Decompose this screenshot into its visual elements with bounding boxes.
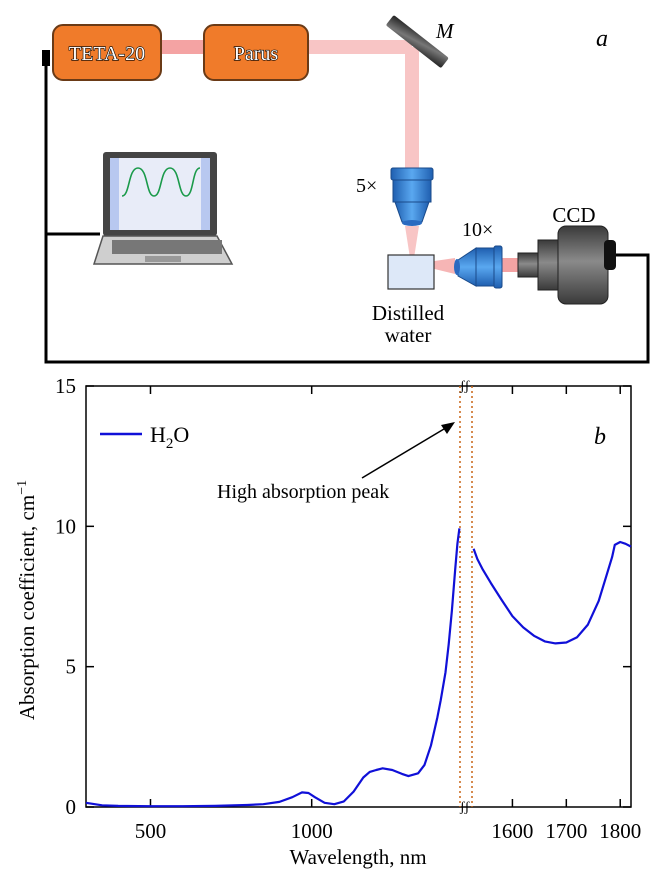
plot-frame: [85, 385, 632, 808]
x-tick-label: 1700: [545, 819, 587, 843]
break-mark-bottom: ʃʃ: [459, 800, 470, 815]
mirror-label: M: [435, 19, 455, 43]
y-tick-label: 15: [55, 374, 76, 398]
beam-2: [306, 40, 412, 54]
x-tick-label: 500: [135, 819, 167, 843]
sample-label-2: water: [385, 323, 432, 347]
x-tick-label: 1000: [291, 819, 333, 843]
laser-label: TETA-20: [69, 43, 145, 65]
obj2-label: 10×: [462, 219, 493, 241]
y-tick-label: 10: [55, 514, 76, 538]
x-tick-label: 1600: [491, 819, 533, 843]
annotation-text: High absorption peak: [217, 481, 389, 503]
y-ticks: 0 5 10 15: [55, 374, 631, 819]
series-line-right: [472, 540, 632, 645]
x-axis-title: Wavelength, nm: [289, 845, 426, 869]
series-line-left: [85, 528, 461, 808]
beam-6: [497, 258, 521, 272]
annotation-arrow: [361, 425, 450, 479]
ccd-camera-icon: [517, 225, 616, 305]
y-tick-label: 5: [66, 655, 77, 679]
panel-b-chart: ʃʃ ʃʃ 0 5 10 15 500 1000 1600 1700 1800 H2O b H…: [15, 374, 641, 869]
y-axis-title: Absorption coefficient, cm−1: [15, 480, 39, 720]
objective-lens-icon: [454, 245, 503, 289]
panel-a-setup: TETA-20 Parus M a 5× Distilled: [42, 15, 650, 364]
obj1-label: 5×: [356, 175, 377, 197]
mirror-icon: [386, 15, 449, 68]
beam-3: [405, 47, 419, 169]
amplifier-box: [203, 24, 309, 81]
amplifier-label: Parus: [234, 43, 279, 65]
panel-a-label: a: [596, 26, 608, 52]
camera-label: CCD: [552, 203, 595, 227]
series-layer: [85, 528, 632, 808]
cuvette-icon: [387, 254, 435, 290]
objective-lens-icon: [390, 167, 434, 226]
laptop-icon: [92, 152, 234, 265]
x-tick-label: 1800: [599, 819, 641, 843]
x-ticks: 500 1000 1600 1700 1800: [135, 386, 641, 843]
sample-label-1: Distilled: [372, 301, 445, 325]
y-tick-label: 0: [66, 795, 77, 819]
laser-box: [52, 24, 162, 81]
break-mark-top: ʃʃ: [459, 379, 470, 394]
annotation-arrowhead: [441, 422, 455, 434]
beam-4: [405, 226, 419, 258]
wire-plug: [42, 50, 50, 66]
beam-1: [160, 40, 204, 54]
panel-b-label: b: [594, 424, 606, 450]
legend-entry: H2O: [150, 422, 189, 452]
